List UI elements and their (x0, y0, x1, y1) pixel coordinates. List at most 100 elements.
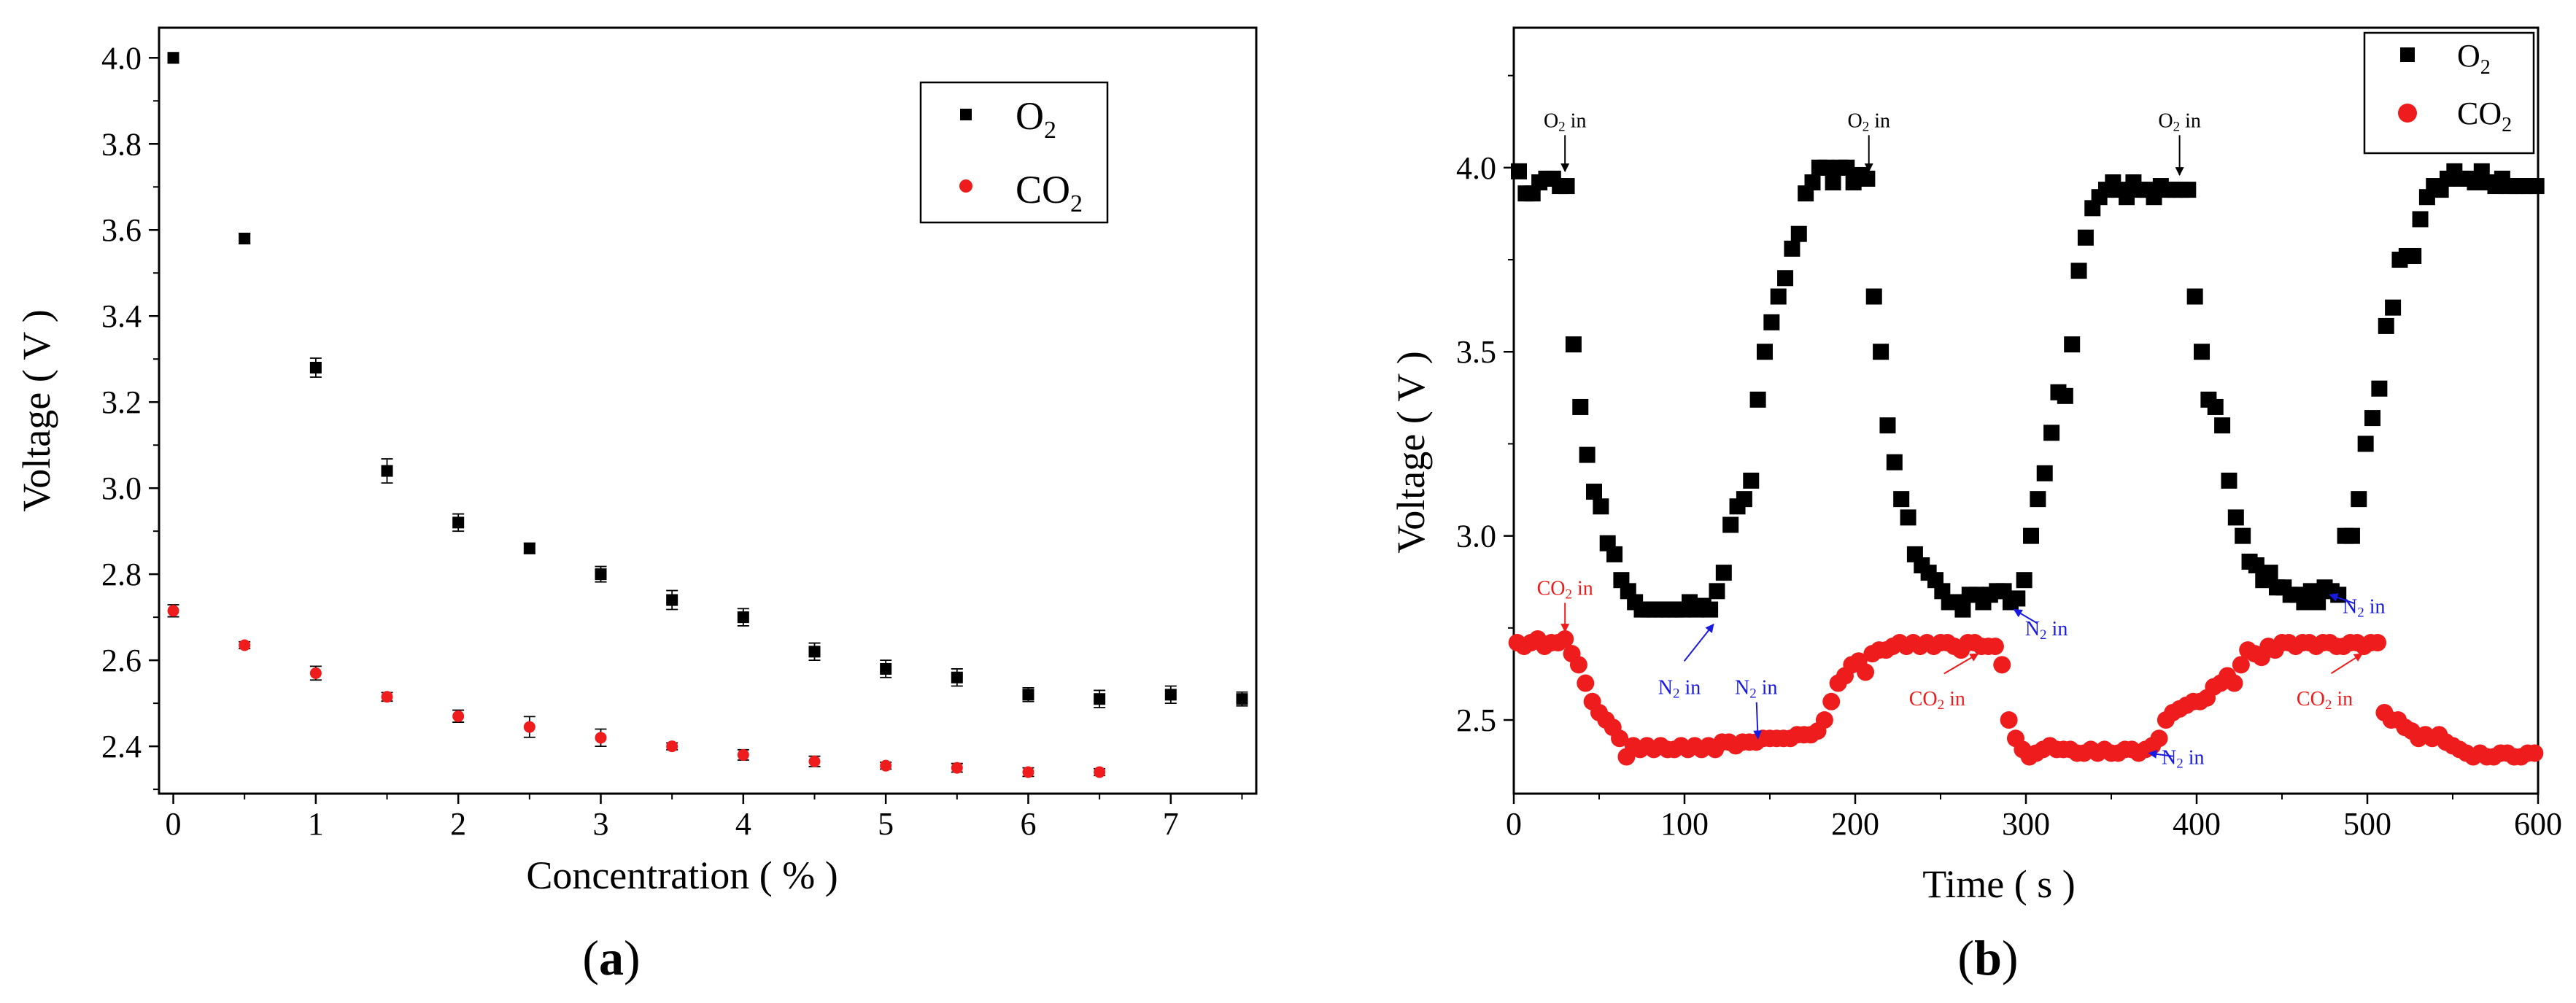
annotation-n2-in-5: N2 in (2329, 593, 2386, 621)
point-o2-104 (2221, 472, 2237, 489)
y-tick-label-a-3: 3.0 (101, 470, 142, 506)
x-tick-label-a-1: 1 (308, 806, 324, 842)
point-co2-4 (452, 710, 465, 722)
annotation-co2-in-2: CO2 in (1909, 653, 1979, 713)
point-o2-77 (2036, 465, 2053, 481)
point-co2-149 (2526, 744, 2544, 762)
point-o2-41 (1790, 225, 1807, 242)
annotation-n2-in-1-sub: 2 (1673, 686, 1680, 702)
annotation-n2-in-1-arrow (1683, 623, 1714, 662)
point-co2-1 (239, 639, 251, 651)
point-o2-103 (2214, 417, 2231, 434)
point-o2-37 (1763, 314, 1780, 330)
point-o2-12 (1593, 498, 1609, 515)
point-co2-7 (666, 740, 678, 753)
point-o2-98 (2180, 182, 2197, 198)
point-o2-105 (2227, 509, 2244, 526)
point-o2-54 (1879, 417, 1896, 434)
legend-marker-o2-a (960, 109, 972, 120)
y-axis-label-a: Voltage ( V ) (15, 309, 58, 512)
point-o2-11 (951, 671, 963, 683)
legend-label-co2-a: CO2 (1016, 168, 1083, 217)
point-co2-106 (2232, 656, 2250, 674)
annotation-n2-in-4-tail: in (2184, 747, 2205, 770)
point-o2-12 (1022, 689, 1034, 701)
x-tick-label-a-4: 4 (735, 806, 751, 842)
axis-ticks-a: 0 1 2 3 4 5 6 7 2.4 2.6 2.8 3.0 3.2 3.4 3.6 3.8 4.0 (101, 40, 1243, 842)
annotation-o2-in-3: O2 in (2158, 109, 2201, 177)
annotation-n2-in-3-arrow (2013, 608, 2038, 624)
point-co2-5 (523, 721, 535, 733)
point-co2-46 (1822, 692, 1841, 710)
x-tick-label-b-3: 300 (2002, 806, 2050, 842)
legend-label-o2-b: O2 (2457, 38, 2491, 79)
point-o2-81 (2064, 336, 2081, 353)
point-o2-39 (1777, 270, 1794, 287)
point-o2-1 (239, 233, 251, 245)
x-axis-label-a: Concentration ( % ) (526, 853, 838, 897)
annotation-n2-in-1-tail: in (1679, 677, 1701, 700)
annotation-n2-in-3-sub: 2 (2040, 627, 2047, 643)
panel-label-b-letter: b (1974, 930, 2002, 985)
annotation-n2-in-2: N2 in (1735, 677, 1778, 740)
point-o2-33 (1736, 491, 1752, 508)
point-o2-8 (1565, 336, 1582, 353)
point-o2-48 (1838, 159, 1855, 176)
annotation-n2-in-4-arrow (2148, 749, 2173, 759)
point-co2-51 (1857, 663, 1875, 681)
x-tick-label-b-5: 500 (2343, 806, 2391, 842)
point-o2-122 (2343, 527, 2360, 544)
point-o2-10 (880, 662, 892, 675)
point-o2-65 (1954, 601, 1971, 618)
point-o2-0 (167, 52, 179, 64)
legend-frame-a (919, 81, 1109, 224)
annotation-o2-in-2-label: O2 in (1847, 109, 1890, 134)
x-tick-label-b-6: 600 (2514, 806, 2562, 842)
annotation-co2-in-2-arrow (1943, 653, 1979, 675)
point-o2-6 (595, 568, 607, 581)
annotation-n2-in-4: N2 in (2148, 747, 2205, 772)
y-tick-label-a-8: 4.0 (101, 40, 142, 76)
point-o2-123 (2351, 491, 2367, 508)
point-co2-72 (2000, 711, 2018, 729)
point-co2-70 (1986, 638, 2004, 656)
y-tick-label-a-4: 3.2 (101, 384, 142, 420)
point-o2-124 (2357, 435, 2374, 452)
annotation-co2-in-3-label: CO2 in (2297, 688, 2353, 713)
point-o2-82 (2070, 263, 2087, 279)
annotation-n2-in-2-arrow (1753, 702, 1763, 740)
annotation-o2-in-1-label: O2 in (1544, 109, 1587, 134)
annotation-co2-in-2-tail: in (1944, 688, 1965, 710)
annotation-co2-in-1-main: CO (1537, 577, 1566, 600)
point-co2-9 (808, 755, 821, 767)
point-co2-0 (167, 605, 179, 617)
point-co2-2 (309, 667, 322, 679)
point-o2-10 (1579, 446, 1596, 463)
y-tick-label-a-1: 2.6 (101, 643, 142, 678)
point-o2-110 (2262, 565, 2278, 581)
point-o2-75 (2023, 527, 2040, 544)
point-o2-131 (2405, 247, 2422, 264)
y-tick-label-a-5: 3.4 (101, 298, 142, 334)
legend-label-co2-b-sub: 2 (2502, 114, 2512, 136)
point-o2-132 (2412, 211, 2429, 228)
annotation-n2-in-2-sub: 2 (1749, 686, 1757, 702)
point-o2-8 (737, 611, 749, 624)
annotation-co2-in-2-label: CO2 in (1909, 688, 1965, 713)
annotation-o2-in-1-main: O (1544, 109, 1558, 132)
point-o2-51 (1859, 170, 1876, 187)
point-co2-10 (1577, 674, 1595, 692)
legend-marker-co2-a (959, 179, 972, 193)
point-o2-80 (2057, 387, 2073, 404)
point-o2-9 (808, 646, 821, 658)
point-o2-28 (1702, 601, 1719, 618)
annotation-co2-in-3-tail: in (2332, 688, 2353, 710)
annotation-o2-in-2-sub: 2 (1863, 119, 1870, 134)
annotation-n2-in-1-main: N (1658, 677, 1673, 700)
point-o2-4 (452, 516, 465, 529)
point-o2-0 (1511, 163, 1528, 179)
point-co2-10 (880, 759, 892, 772)
